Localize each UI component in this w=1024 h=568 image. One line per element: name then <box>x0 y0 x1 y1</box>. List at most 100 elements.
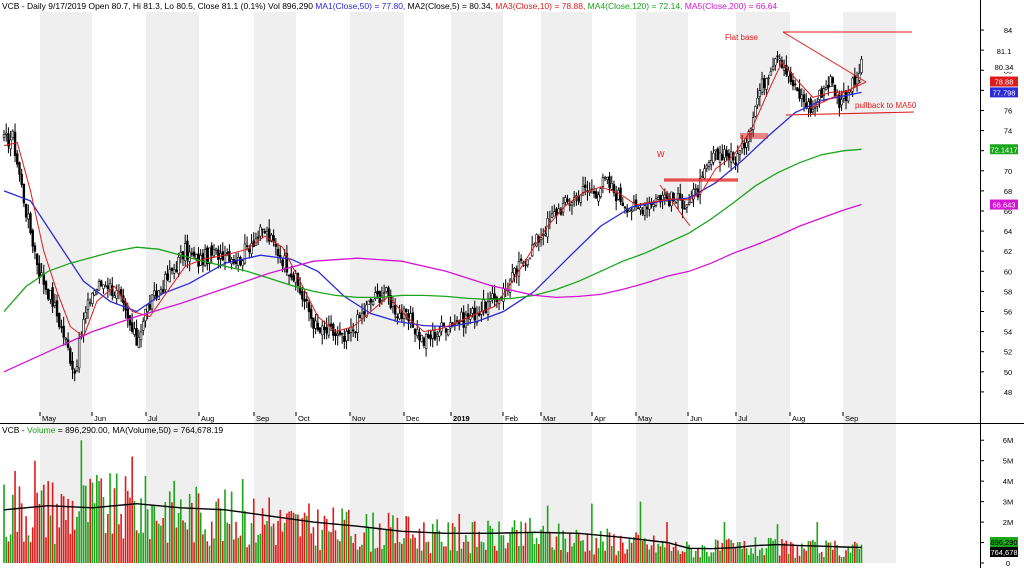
candle-body <box>444 328 448 333</box>
volume-bar <box>566 552 569 563</box>
volume-bar <box>639 501 642 563</box>
volume-bar <box>151 505 153 563</box>
x-tick-label: Sep <box>256 414 269 423</box>
volume-bar <box>328 531 330 563</box>
volume-bar <box>533 543 536 563</box>
candle-body <box>486 301 490 315</box>
candle-body <box>40 272 43 276</box>
volume-bar <box>91 482 94 563</box>
volume-bar <box>266 521 268 563</box>
volume-bar <box>767 537 770 563</box>
candle-body <box>668 198 671 207</box>
volume-bar <box>469 553 472 563</box>
candle-body <box>184 243 187 262</box>
candle-body <box>539 237 543 241</box>
volume-bar <box>652 535 655 563</box>
candle-body <box>75 366 79 372</box>
volume-bar <box>613 534 615 563</box>
volume-bar <box>555 536 558 563</box>
candle-body <box>555 208 558 216</box>
candle-body <box>62 325 65 338</box>
volume-bar <box>423 522 425 563</box>
volume-bar <box>509 532 511 563</box>
volume-bar <box>732 543 735 563</box>
volume-bar <box>692 557 695 563</box>
volume-bar <box>834 540 836 563</box>
volume-bar <box>608 532 611 563</box>
y-tick-label: 54 <box>1004 328 1012 337</box>
ma-value-label-bg <box>990 61 1018 72</box>
volume-bar <box>670 550 673 563</box>
x-tick-label: Apr <box>594 414 606 423</box>
volume-bar <box>221 540 224 563</box>
y-tick-label: 50 <box>1004 368 1012 377</box>
x-tick-label: Aug <box>792 414 805 423</box>
volume-bar <box>553 549 556 563</box>
candle-body <box>126 308 129 319</box>
candle-body <box>130 322 134 332</box>
volume-bar <box>29 541 32 563</box>
volume-bar <box>745 548 748 563</box>
volume-bar <box>279 509 282 563</box>
volume-bar <box>540 529 542 563</box>
volume-bar <box>504 548 507 563</box>
candle-body <box>535 234 538 247</box>
volume-bar <box>412 534 414 563</box>
candle-body <box>411 312 415 328</box>
volume-bar <box>319 550 321 563</box>
volume-bar <box>812 539 814 563</box>
candle-body <box>35 253 39 266</box>
candle-body <box>849 91 852 95</box>
volume-bar <box>409 538 412 563</box>
volume-bar <box>588 550 591 563</box>
candle-body <box>778 58 781 61</box>
candle-body <box>27 213 30 220</box>
volume-bar <box>5 536 8 563</box>
candle-body <box>102 284 105 289</box>
volume-bar <box>407 516 410 563</box>
volume-bar <box>679 553 682 563</box>
volume-bar <box>641 540 644 563</box>
ma-value-label-bg <box>990 87 1018 98</box>
candle-body <box>566 198 569 202</box>
volume-bar <box>275 545 277 563</box>
candle-body <box>239 257 242 265</box>
candle-body <box>524 264 527 267</box>
volume-bar <box>781 539 783 563</box>
candle-body <box>575 195 578 198</box>
candle-body <box>327 324 331 336</box>
candle-body <box>321 325 324 336</box>
volume-bar <box>635 532 637 563</box>
volume-bar <box>347 509 350 563</box>
volume-bar <box>542 525 545 563</box>
candle-body <box>226 252 229 255</box>
x-tick-label: May <box>42 414 56 423</box>
volume-bar <box>365 514 368 563</box>
volume-bar <box>500 535 503 563</box>
volume-bar <box>701 545 704 563</box>
volume-bar <box>230 491 233 563</box>
volume-bar <box>188 493 191 563</box>
volume-bar <box>12 494 14 563</box>
candle-body <box>811 109 815 113</box>
header-segment: VCB - Daily 9/17/2019 Open 80.7, Hi 81.3… <box>2 1 315 11</box>
volume-bar <box>564 538 567 563</box>
volume-bar <box>442 546 445 563</box>
candle-body <box>223 255 227 263</box>
candle-body <box>55 300 59 317</box>
volume-bar <box>38 503 41 563</box>
candle-body <box>643 205 647 216</box>
candle-body <box>298 286 302 294</box>
y-tick-label: 52 <box>1004 348 1012 357</box>
month-stripe <box>736 12 790 563</box>
x-tick-label: Aug <box>201 414 214 423</box>
volume-bar <box>809 541 812 563</box>
volume-bar <box>626 549 629 563</box>
candle-body <box>292 275 295 281</box>
volume-bar <box>759 549 761 563</box>
volume-bar <box>310 533 312 563</box>
candle-body <box>701 175 704 178</box>
volume-bar <box>522 545 525 563</box>
candle-body <box>568 204 571 206</box>
